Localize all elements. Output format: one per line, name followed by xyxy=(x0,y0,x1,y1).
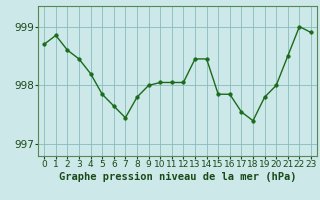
X-axis label: Graphe pression niveau de la mer (hPa): Graphe pression niveau de la mer (hPa) xyxy=(59,172,296,182)
